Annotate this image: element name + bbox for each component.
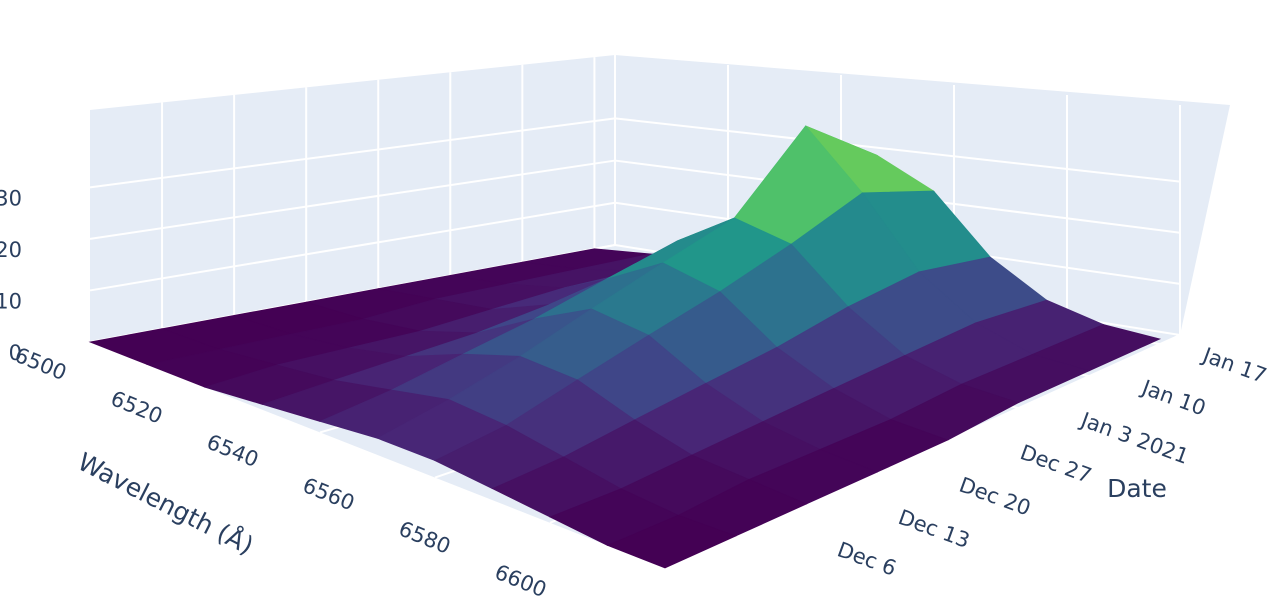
y-tick-label: Dec 6 xyxy=(834,537,899,580)
x-tick-label: 6580 xyxy=(395,517,454,559)
y-axis-title: Date xyxy=(1107,474,1167,503)
x-tick-label: 6600 xyxy=(491,560,550,600)
x-tick-label: 6560 xyxy=(299,473,358,515)
z-grid-line xyxy=(89,201,616,292)
z-tick-label: 20 xyxy=(0,238,22,262)
z-tick-label: 10 xyxy=(0,289,22,313)
left-wall xyxy=(90,55,615,342)
x-tick-label: 6520 xyxy=(107,386,166,428)
z-grid-line xyxy=(89,159,616,240)
y-tick-label: Jan 3 2021 xyxy=(1076,407,1192,469)
y-tick-label: Jan 17 xyxy=(1198,342,1270,388)
y-tick-label: Dec 20 xyxy=(956,473,1034,521)
z-grid-line xyxy=(614,117,1181,183)
x-axis-title: Wavelength (Å) xyxy=(73,447,258,560)
x-tick-label: 6540 xyxy=(203,430,262,472)
y-tick-label: Jan 10 xyxy=(1137,375,1209,421)
z-tick-label: 0 xyxy=(9,341,22,365)
surface-cell xyxy=(606,514,737,569)
y-tick-label: Dec 13 xyxy=(895,505,973,553)
y-tick-label: Dec 27 xyxy=(1017,440,1095,488)
surface xyxy=(88,125,1162,569)
z-tick-label: 30 xyxy=(0,186,22,210)
z-grid-line xyxy=(89,117,616,189)
